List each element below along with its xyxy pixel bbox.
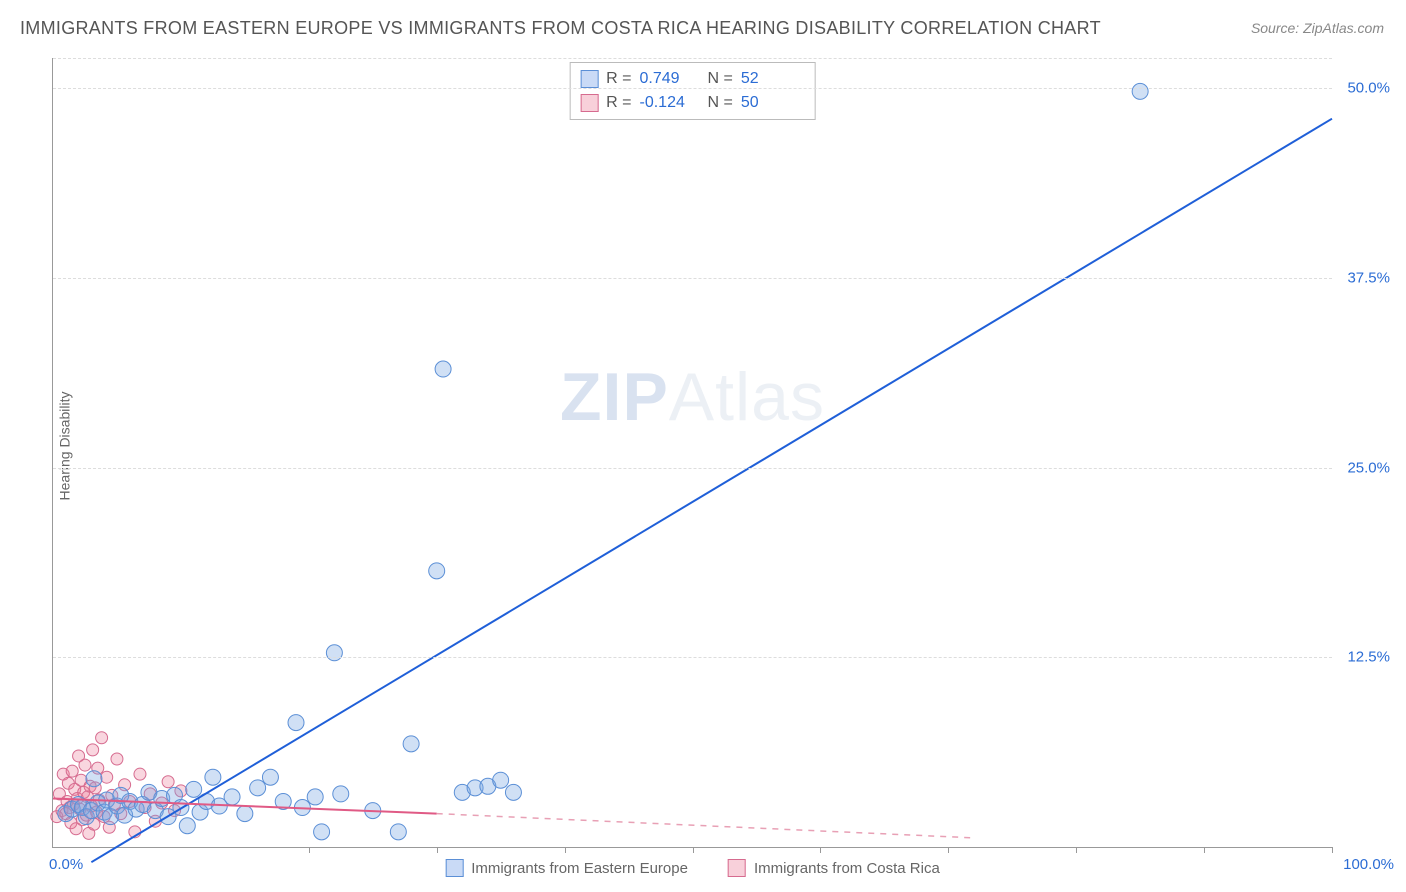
n-label: N = (708, 91, 733, 115)
r-label: R = (606, 91, 631, 115)
x-tick (948, 847, 949, 853)
y-tick-label: 37.5% (1347, 270, 1390, 287)
chart-title: IMMIGRANTS FROM EASTERN EUROPE VS IMMIGR… (20, 18, 1101, 39)
legend-row-pink: R = -0.124 N = 50 (580, 91, 801, 115)
series-legend-pink: Immigrants from Costa Rica (728, 859, 940, 877)
y-tick-label: 25.0% (1347, 459, 1390, 476)
scatter-point-pink (66, 765, 78, 777)
x-max-label: 100.0% (1343, 856, 1394, 873)
scatter-point-pink (101, 771, 113, 783)
scatter-point-blue (237, 806, 253, 822)
x-tick (565, 847, 566, 853)
scatter-point-blue (86, 771, 102, 787)
scatter-point-blue (314, 824, 330, 840)
scatter-point-pink (111, 753, 123, 765)
scatter-point-blue (186, 781, 202, 797)
x-tick (1332, 847, 1333, 853)
scatter-point-blue (435, 361, 451, 377)
series-legend-blue: Immigrants from Eastern Europe (445, 859, 688, 877)
legend-swatch-blue (580, 70, 598, 88)
y-tick-label: 12.5% (1347, 649, 1390, 666)
scatter-point-blue (326, 645, 342, 661)
gridline (53, 468, 1332, 469)
scatter-point-blue (179, 818, 195, 834)
scatter-point-blue (307, 789, 323, 805)
gridline (53, 657, 1332, 658)
scatter-point-blue (1132, 83, 1148, 99)
trend-line-blue (91, 119, 1332, 862)
gridline (53, 278, 1332, 279)
x-origin-label: 0.0% (49, 856, 83, 873)
x-tick (1076, 847, 1077, 853)
correlation-legend: R = 0.749 N = 52 R = -0.124 N = 50 (569, 62, 816, 120)
scatter-point-blue (262, 769, 278, 785)
series-legend: Immigrants from Eastern Europe Immigrant… (445, 859, 940, 877)
n-value-pink: 50 (741, 91, 801, 115)
scatter-svg (53, 58, 1332, 847)
scatter-point-blue (205, 769, 221, 785)
scatter-point-pink (96, 732, 108, 744)
x-tick (1204, 847, 1205, 853)
r-value-pink: -0.124 (640, 91, 700, 115)
series-label-pink: Immigrants from Costa Rica (754, 860, 940, 877)
series-label-blue: Immigrants from Eastern Europe (471, 860, 688, 877)
scatter-point-blue (390, 824, 406, 840)
y-tick-label: 50.0% (1347, 80, 1390, 97)
scatter-point-pink (162, 776, 174, 788)
scatter-point-pink (79, 759, 91, 771)
legend-swatch-pink (580, 94, 598, 112)
gridline (53, 58, 1332, 59)
scatter-point-blue (333, 786, 349, 802)
legend-swatch-pink (728, 859, 746, 877)
scatter-point-blue (224, 789, 240, 805)
x-tick (693, 847, 694, 853)
scatter-point-pink (87, 744, 99, 756)
legend-swatch-blue (445, 859, 463, 877)
plot-area: ZIPAtlas R = 0.749 N = 52 R = -0.124 N =… (52, 58, 1332, 848)
x-tick (820, 847, 821, 853)
x-tick (309, 847, 310, 853)
scatter-point-blue (505, 784, 521, 800)
trend-line-pink-extrapolated (437, 814, 974, 838)
scatter-point-blue (250, 780, 266, 796)
source-label: Source: ZipAtlas.com (1251, 20, 1384, 36)
x-tick (437, 847, 438, 853)
gridline (53, 88, 1332, 89)
scatter-point-blue (493, 772, 509, 788)
scatter-point-pink (134, 768, 146, 780)
scatter-point-blue (288, 715, 304, 731)
scatter-point-blue (429, 563, 445, 579)
scatter-point-blue (403, 736, 419, 752)
